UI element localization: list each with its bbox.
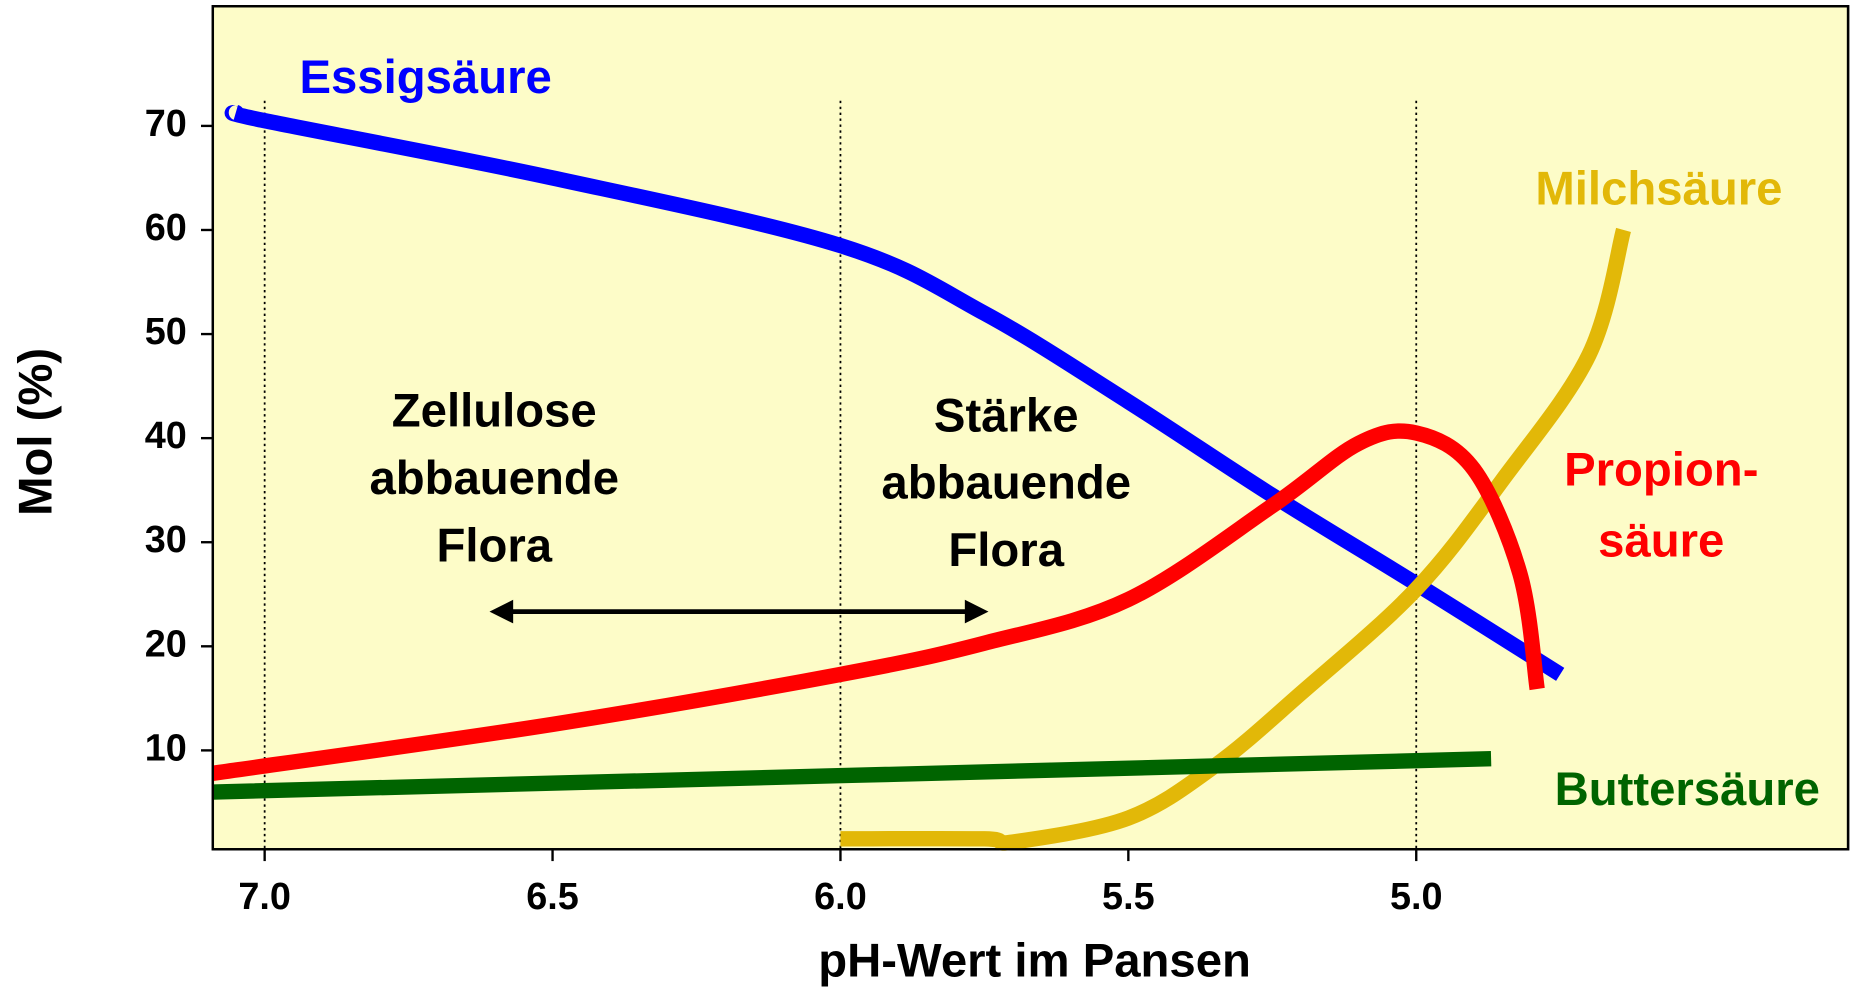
x-tick-label: 7.0: [238, 876, 291, 918]
arrow: [489, 599, 989, 624]
series-label: Propion-: [1564, 444, 1758, 497]
y-tick-label: 10: [145, 727, 187, 769]
data-line: [224, 104, 1565, 681]
series-label: Buttersäure: [1555, 763, 1820, 816]
y-tick-label: 20: [145, 623, 187, 665]
annotation: Flora: [948, 524, 1064, 577]
data-line: [211, 423, 1545, 781]
series-label: säure: [1598, 515, 1724, 568]
y-tick-label: 40: [145, 415, 187, 457]
x-tick-label: 6.0: [814, 876, 867, 918]
series-label: Essigsäure: [299, 51, 551, 104]
y-tick-label: 30: [145, 519, 187, 561]
plot-border: [211, 5, 1850, 851]
data-line: [840, 227, 1631, 851]
annotation: abbauende: [881, 457, 1131, 510]
annotation: Zellulose: [392, 385, 597, 438]
x-tick-label: 5.0: [1390, 876, 1443, 918]
annotation: abbauende: [369, 452, 619, 505]
y-axis-label: Mol (%): [10, 348, 63, 516]
y-tick-label: 60: [145, 207, 187, 249]
y-tick-label: 50: [145, 311, 187, 353]
data-line: [212, 751, 1492, 800]
annotation: Flora: [436, 519, 552, 572]
arrow-head: [489, 599, 514, 624]
annotation: Stärke: [934, 389, 1079, 442]
plot-area: [211, 5, 1850, 851]
series-label: Milchsäure: [1535, 162, 1782, 215]
x-tick-label: 5.5: [1102, 876, 1155, 918]
y-tick-label: 70: [145, 103, 187, 145]
x-tick-label: 6.5: [526, 876, 579, 918]
x-axis-label: pH-Wert im Pansen: [818, 934, 1251, 987]
arrow-head: [964, 599, 989, 624]
